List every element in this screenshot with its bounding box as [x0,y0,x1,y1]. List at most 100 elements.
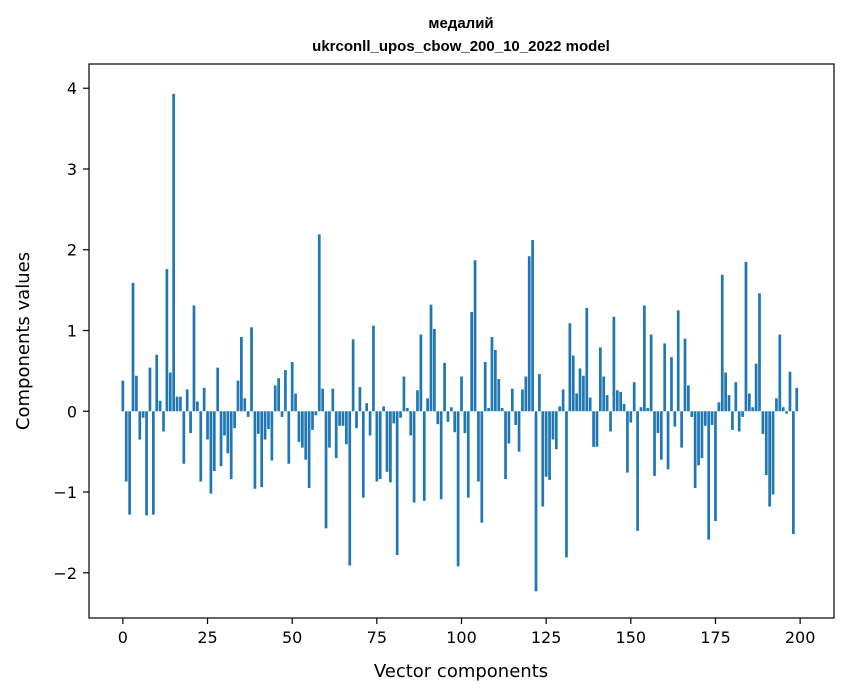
bar-192 [771,411,775,495]
x-tick-label: 0 [118,628,128,647]
x-tick-label: 25 [197,628,217,647]
bar-161 [666,411,670,470]
bar-12 [162,411,165,432]
bar-115 [510,388,514,412]
bar-131 [565,411,568,558]
bar-137 [585,307,589,412]
y-tick-label: −2 [53,564,77,583]
bar-46 [277,378,280,412]
bar-97 [449,407,453,412]
bar-57 [314,411,318,416]
bar-167 [687,385,690,412]
bar-52 [297,411,301,442]
x-axis-label: Vector components [374,661,548,682]
y-tick-label: 3 [67,160,77,179]
bar-45 [273,385,277,412]
bar-108 [487,408,490,412]
bar-90 [426,398,429,412]
bar-26 [209,411,213,494]
bar-171 [700,411,704,459]
bar-120 [527,256,531,412]
bar-100 [460,376,463,412]
bar-127 [551,411,555,440]
bar-186 [751,407,755,412]
bar-81 [395,411,399,556]
bar-156 [649,334,653,412]
bar-183 [741,411,744,417]
bar-21 [192,305,196,412]
y-axis-label: Components values [13,252,34,430]
bar-78 [385,411,389,472]
bar-158 [656,411,660,434]
bar-84 [405,408,409,412]
bar-88 [419,334,423,412]
bar-83 [402,376,406,412]
bar-30 [223,411,226,436]
bar-6 [141,411,145,418]
bar-58 [317,234,321,412]
bar-43 [267,411,270,430]
y-axis-ticks: −2 −1 0 1 2 3 4 [53,79,89,583]
bar-152 [636,411,639,531]
bar-157 [653,411,656,476]
bar-122 [534,411,538,592]
bar-151 [632,382,636,412]
bar-135 [578,368,582,412]
bar-170 [697,411,700,466]
bar-178 [724,372,727,412]
x-tick-label: 200 [785,628,816,647]
bar-166 [683,338,687,412]
bar-70 [358,387,362,412]
bar-34 [236,380,240,412]
bar-87 [416,390,419,412]
bar-117 [517,411,521,452]
bar-29 [219,411,223,467]
bar-72 [365,403,369,412]
bar-113 [504,411,507,480]
bar-19 [185,389,189,412]
bar-146 [615,390,619,412]
bar-15 [172,93,176,412]
bar-22 [196,401,199,412]
x-tick-label: 75 [367,628,387,647]
bar-165 [680,411,683,448]
bar-105 [477,411,480,482]
bar-40 [256,411,260,434]
bar-96 [446,411,450,422]
bar-111 [497,378,501,412]
x-tick-label: 150 [616,628,647,647]
bar-129 [558,406,562,412]
bar-199 [795,387,799,412]
bar-110 [494,349,497,412]
y-tick-label: 2 [67,241,77,260]
bar-74 [372,325,375,412]
bar-1 [124,411,128,482]
bar-188 [758,293,761,412]
bar-93 [436,411,440,425]
bar-189 [761,411,765,434]
bar-172 [703,411,707,426]
bar-44 [270,411,274,461]
bar-138 [588,397,592,412]
bar-63 [334,411,338,459]
bar-180 [731,411,734,430]
bar-31 [226,411,230,454]
bar-133 [571,355,575,412]
bar-51 [294,393,297,412]
bar-27 [212,411,216,472]
bar-102 [466,411,470,498]
bar-5 [138,411,142,440]
bar-61 [328,411,331,448]
x-axis-ticks: 0 25 50 75 100 125 150 175 200 [118,618,816,647]
bar-3 [131,282,135,412]
chart-subtitle: ukrconll_upos_cbow_200_10_2022 model [312,38,610,55]
bar-153 [639,407,643,412]
bar-147 [619,391,623,412]
bar-176 [717,402,721,412]
bar-53 [300,411,304,448]
bar-163 [673,411,677,427]
bar-179 [727,395,731,412]
bar-140 [595,411,599,447]
bar-94 [439,411,443,500]
